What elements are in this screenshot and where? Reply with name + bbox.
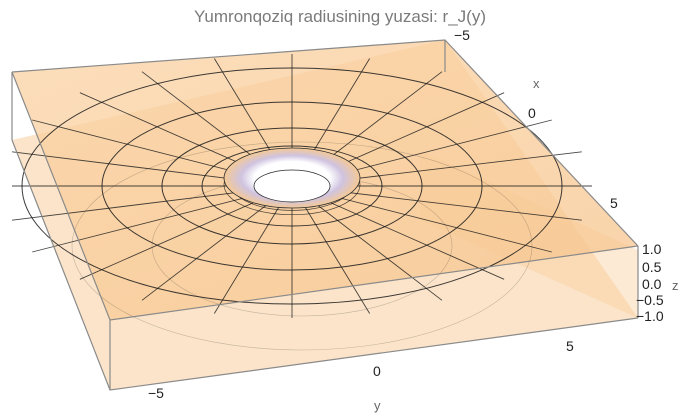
- x-tick-label: 5: [610, 195, 618, 211]
- y-tick-label: 5: [566, 338, 574, 354]
- box-front-top: [11, 71, 639, 321]
- surface-sheets: [12, 40, 638, 390]
- mesh-spoke: [79, 198, 263, 280]
- y-tick-label: −5: [148, 385, 164, 401]
- mesh-spoke: [213, 203, 282, 314]
- mesh-spoke: [321, 198, 505, 280]
- box-front-bottom: [11, 139, 639, 391]
- z-tick-label: 0.5: [642, 259, 662, 275]
- mesh-ring-lower: [71, 141, 533, 351]
- mesh-spoke: [328, 194, 552, 253]
- bounding-box: [11, 39, 639, 391]
- mesh-spoke: [302, 203, 371, 314]
- z-tick-label: 1.0: [642, 241, 662, 257]
- throat: [223, 147, 361, 209]
- mesh-spoke: [332, 151, 582, 182]
- mesh-spoke: [328, 119, 552, 178]
- y-axis: −5 0 5 y: [148, 338, 574, 413]
- mesh-spoke: [312, 71, 443, 171]
- y-tick-label: 0: [373, 363, 381, 379]
- surface-mesh: [11, 54, 592, 351]
- mesh-spoke: [11, 151, 252, 182]
- mesh-spoke: [312, 201, 443, 301]
- mesh-spoke: [332, 190, 582, 221]
- z-tick-label: −1.0: [636, 308, 664, 324]
- mesh-spoke: [32, 194, 256, 253]
- x-axis-label: x: [533, 76, 540, 91]
- mesh-spoke: [141, 201, 272, 301]
- mesh-spoke: [11, 190, 252, 221]
- z-tick-label: −0.5: [636, 292, 664, 308]
- z-axis: 1.0 0.5 0.0 −0.5 −1.0 z: [636, 241, 679, 324]
- mesh-spoke: [321, 92, 505, 174]
- z-tick-label: 0.0: [642, 276, 662, 292]
- mesh-spoke: [141, 71, 272, 171]
- mesh-spoke: [32, 119, 256, 178]
- x-axis: −5 0 5 x: [454, 27, 618, 211]
- z-axis-label: z: [672, 278, 679, 293]
- y-axis-label: y: [374, 398, 381, 413]
- chart-title: Yumronqoziq radiusining yuzasi: r_J(y): [194, 7, 486, 26]
- mesh-spoke: [79, 92, 263, 174]
- throat-hole: [253, 169, 331, 203]
- x-tick-label: 0: [528, 105, 536, 121]
- x-tick-label: −5: [454, 27, 470, 43]
